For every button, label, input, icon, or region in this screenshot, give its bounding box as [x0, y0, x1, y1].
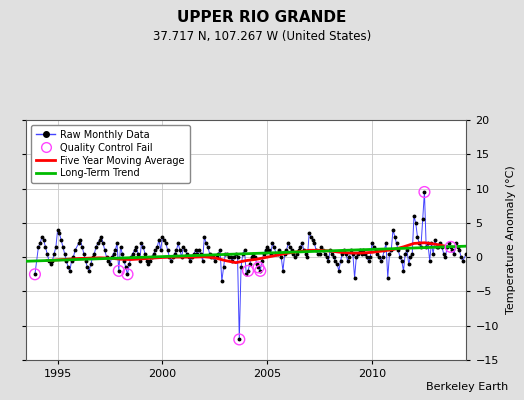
Five Year Moving Average	[107, 256, 113, 260]
Raw Monthly Data	[236, 337, 243, 342]
Y-axis label: Temperature Anomaly (°C): Temperature Anomaly (°C)	[506, 166, 516, 314]
Five Year Moving Average	[275, 253, 281, 258]
Five Year Moving Average	[149, 256, 155, 260]
Line: Five Year Moving Average: Five Year Moving Average	[47, 243, 445, 263]
Five Year Moving Average	[191, 255, 197, 260]
Five Year Moving Average	[390, 247, 396, 252]
Five Year Moving Average	[222, 258, 228, 263]
Five Year Moving Average	[201, 254, 208, 259]
Raw Monthly Data	[93, 244, 99, 249]
Raw Monthly Data	[421, 190, 428, 194]
Raw Monthly Data	[463, 251, 470, 256]
Quality Control Fail	[115, 268, 123, 274]
Five Year Moving Average	[296, 249, 302, 254]
Five Year Moving Average	[432, 242, 438, 246]
Five Year Moving Average	[233, 260, 239, 265]
Five Year Moving Average	[411, 241, 417, 246]
Quality Control Fail	[244, 268, 252, 274]
Quality Control Fail	[31, 271, 39, 278]
Five Year Moving Average	[421, 240, 428, 245]
Five Year Moving Average	[65, 257, 71, 262]
Five Year Moving Average	[128, 257, 134, 262]
Quality Control Fail	[235, 336, 244, 343]
Five Year Moving Average	[254, 257, 260, 262]
Raw Monthly Data	[165, 248, 171, 253]
Quality Control Fail	[446, 244, 455, 250]
Five Year Moving Average	[285, 251, 291, 256]
Text: UPPER RIO GRANDE: UPPER RIO GRANDE	[177, 10, 347, 25]
Five Year Moving Average	[86, 256, 92, 260]
Five Year Moving Average	[96, 256, 103, 260]
Five Year Moving Average	[348, 251, 354, 256]
Raw Monthly Data	[65, 265, 71, 270]
Raw Monthly Data	[248, 255, 255, 260]
Five Year Moving Average	[243, 258, 249, 263]
Five Year Moving Average	[337, 250, 344, 255]
Five Year Moving Average	[159, 255, 166, 260]
Five Year Moving Average	[358, 251, 365, 256]
Raw Monthly Data	[184, 251, 190, 256]
Quality Control Fail	[256, 268, 265, 274]
Five Year Moving Average	[369, 250, 375, 255]
Legend: Raw Monthly Data, Quality Control Fail, Five Year Moving Average, Long-Term Tren: Raw Monthly Data, Quality Control Fail, …	[31, 125, 190, 183]
Five Year Moving Average	[138, 256, 145, 261]
Text: Berkeley Earth: Berkeley Earth	[426, 382, 508, 392]
Five Year Moving Average	[316, 248, 323, 253]
Text: 37.717 N, 107.267 W (United States): 37.717 N, 107.267 W (United States)	[153, 30, 371, 43]
Five Year Moving Average	[44, 258, 50, 263]
Line: Raw Monthly Data: Raw Monthly Data	[35, 192, 466, 340]
Five Year Moving Average	[117, 257, 124, 262]
Five Year Moving Average	[400, 244, 407, 249]
Five Year Moving Average	[170, 255, 176, 260]
Five Year Moving Average	[212, 256, 218, 260]
Five Year Moving Average	[306, 248, 312, 253]
Quality Control Fail	[254, 264, 263, 271]
Five Year Moving Average	[379, 248, 386, 253]
Five Year Moving Average	[180, 255, 187, 260]
Five Year Moving Average	[54, 258, 61, 262]
Five Year Moving Average	[327, 248, 333, 253]
Five Year Moving Average	[75, 256, 82, 261]
Quality Control Fail	[420, 189, 429, 195]
Raw Monthly Data	[239, 251, 246, 256]
Raw Monthly Data	[32, 272, 38, 277]
Five Year Moving Average	[442, 244, 449, 248]
Five Year Moving Average	[264, 255, 270, 260]
Quality Control Fail	[123, 271, 132, 278]
